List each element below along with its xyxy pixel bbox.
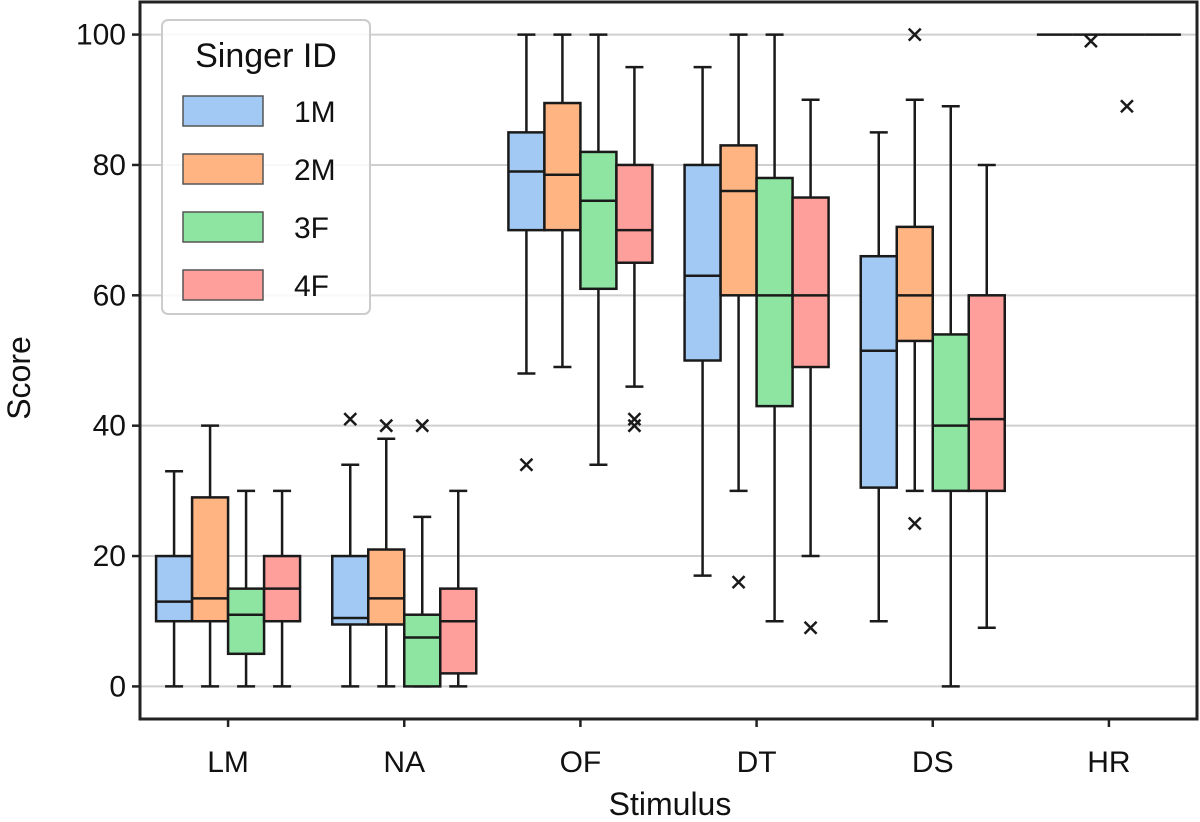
- legend-swatch-2M: [182, 153, 264, 185]
- box-body: [154, 554, 194, 623]
- outlier-marker: [731, 575, 746, 590]
- box-1M-LM: [154, 470, 194, 688]
- outlier-marker: [1120, 99, 1134, 114]
- x-axis-label: Stimulus: [609, 786, 732, 822]
- outlier-marker: [415, 418, 430, 433]
- outlier-marker: [519, 457, 534, 472]
- box-body: [967, 294, 1006, 493]
- outlier-marker: [627, 412, 642, 427]
- box-groups: [154, 27, 1181, 688]
- box-2M-DT: [719, 33, 758, 590]
- box-3F-OF: [579, 33, 618, 467]
- box-body: [226, 587, 266, 656]
- y-tick-label: 20: [93, 540, 126, 573]
- y-tick-label: 60: [93, 279, 126, 312]
- box-body: [755, 176, 794, 408]
- box-2M-NA: [367, 418, 406, 688]
- box-2M-DS: [895, 27, 934, 531]
- box-body: [895, 225, 934, 343]
- box-3F-DS: [931, 105, 970, 688]
- box-body: [683, 163, 722, 362]
- box-body: [859, 254, 898, 489]
- legend-title: Singer ID: [195, 37, 337, 75]
- legend-label-1M: 1M: [294, 96, 336, 129]
- box-1M-DT: [683, 65, 722, 577]
- box-2M-HR: [1072, 33, 1109, 48]
- box-4F-DS: [967, 163, 1006, 629]
- x-tick-label: OF: [560, 746, 602, 779]
- box-3F-LM: [226, 489, 266, 688]
- box-3F-DT: [755, 33, 794, 623]
- box-body: [931, 333, 970, 493]
- legend-label-4F: 4F: [294, 270, 329, 303]
- x-tick-label: DT: [737, 746, 777, 779]
- box-body: [615, 163, 654, 264]
- box-1M-OF: [507, 33, 546, 472]
- legend-swatch-1M: [182, 95, 264, 127]
- box-3F-HR: [1108, 33, 1145, 114]
- box-4F-NA: [439, 489, 478, 688]
- box-body: [331, 554, 370, 626]
- y-axis-label: Score: [1, 336, 37, 420]
- box-body: [507, 131, 546, 232]
- box-1M-NA: [331, 412, 370, 688]
- legend-swatch-3F: [182, 211, 264, 243]
- box-4F-DT: [791, 98, 830, 635]
- x-tick-label: DS: [912, 746, 954, 779]
- legend-entries: 1M 2M 3F 4F: [182, 95, 336, 303]
- box-body: [543, 101, 582, 232]
- box-4F-OF: [615, 65, 654, 433]
- legend: Singer ID 1M 2M 3F 4F: [161, 19, 371, 315]
- box-body: [190, 496, 230, 623]
- box-2M-OF: [543, 33, 582, 369]
- outlier-marker: [803, 620, 818, 635]
- box-4F-LM: [262, 489, 302, 688]
- x-tick-label: LM: [207, 746, 249, 779]
- y-tick-label: 40: [93, 410, 126, 443]
- x-tick-label: HR: [1087, 746, 1130, 779]
- box-body: [367, 548, 406, 626]
- legend-label-3F: 3F: [294, 212, 329, 245]
- outlier-marker: [907, 27, 922, 42]
- y-tick-label: 100: [76, 19, 126, 52]
- legend-swatch-4F: [182, 269, 264, 301]
- axis-ticks: 0 20 40 60 80 100 LM NA OF DT DS HR: [76, 19, 1131, 779]
- box-1M-DS: [859, 131, 898, 623]
- outlier-marker: [907, 516, 922, 531]
- outlier-marker: [343, 412, 358, 427]
- outlier-marker: [1084, 34, 1098, 48]
- box-body: [403, 613, 442, 688]
- legend-label-2M: 2M: [294, 154, 336, 187]
- box-body: [439, 587, 478, 675]
- box-body: [719, 144, 758, 297]
- box-body: [579, 150, 618, 291]
- box-3F-NA: [403, 418, 442, 688]
- y-tick-label: 0: [109, 670, 126, 703]
- box-2M-LM: [190, 424, 230, 688]
- outlier-marker: [379, 418, 394, 433]
- plot-frame: [138, 0, 1199, 721]
- y-tick-label: 80: [93, 149, 126, 182]
- box-body: [791, 196, 830, 369]
- x-tick-label: NA: [383, 746, 425, 779]
